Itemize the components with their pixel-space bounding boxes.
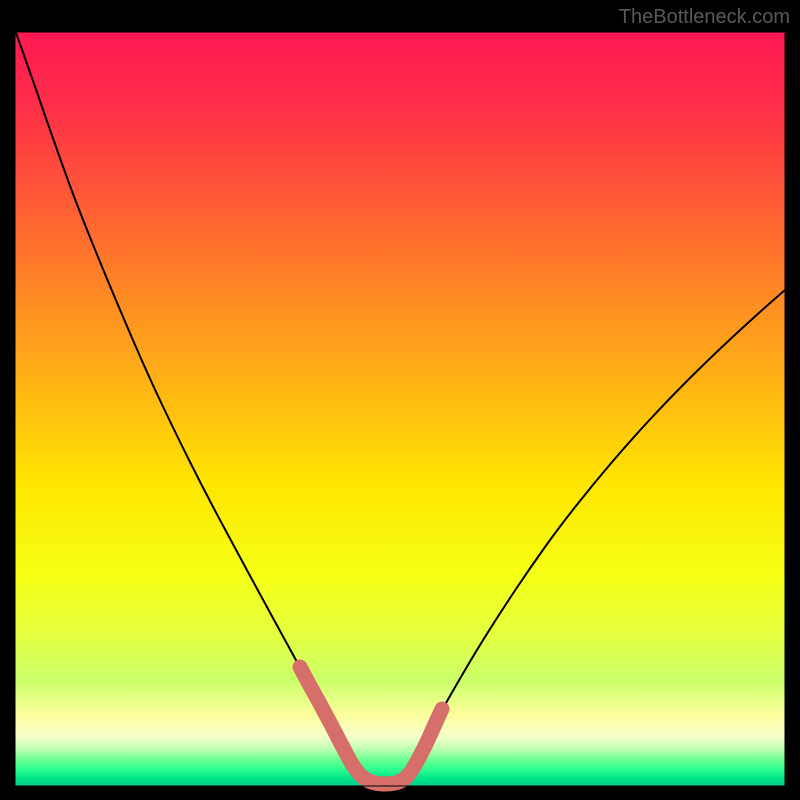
bottleneck-chart: [0, 0, 800, 800]
plot-background-gradient: [15, 32, 785, 786]
watermark-text: TheBottleneck.com: [619, 6, 790, 29]
chart-container: TheBottleneck.com: [0, 0, 800, 800]
